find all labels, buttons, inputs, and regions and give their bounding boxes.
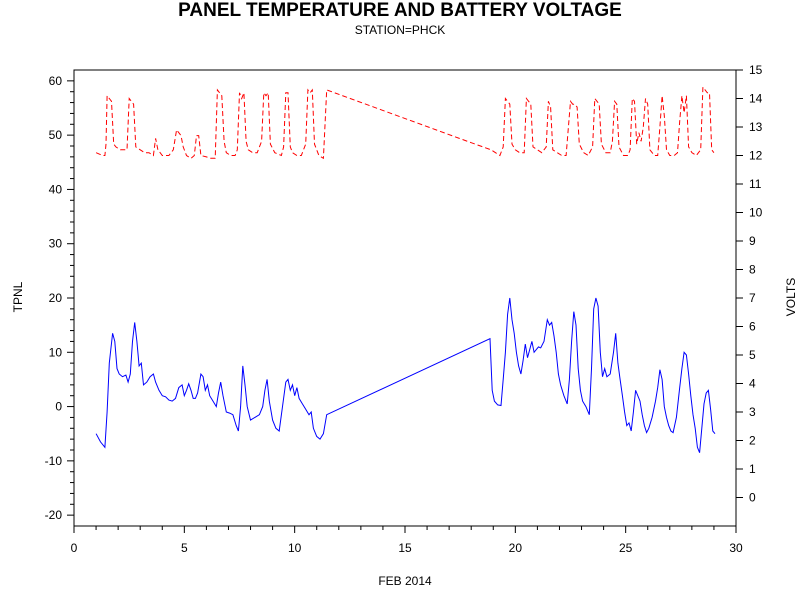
y-left-tick-label: -10: [45, 454, 63, 468]
y-right-tick-label: 1: [749, 462, 756, 476]
y-axis-label-left: TPNL: [11, 281, 25, 312]
x-tick-label: 30: [729, 541, 743, 555]
y-right-tick-label: 3: [749, 405, 756, 419]
y-left-tick-label: 60: [49, 74, 63, 88]
y-right-tick-label: 9: [749, 234, 756, 248]
y-right-tick-label: 10: [749, 206, 763, 220]
y-left-tick-label: 10: [49, 345, 63, 359]
y-right-tick-label: 0: [749, 491, 756, 505]
plot-frame: [73, 69, 737, 527]
y-right-tick-label: 7: [749, 291, 756, 305]
x-tick-label: 20: [509, 541, 523, 555]
y-left-tick-label: 40: [49, 182, 63, 196]
chart-title: PANEL TEMPERATURE AND BATTERY VOLTAGE: [178, 0, 622, 21]
chart-subtitle: STATION=PHCK: [354, 23, 446, 37]
x-tick-label: 5: [181, 541, 188, 555]
y-right-tick-label: 5: [749, 348, 756, 362]
y-left-tick-label: 0: [55, 400, 62, 414]
y-right-tick-label: 13: [749, 120, 763, 134]
voltage-series-line: [95, 85, 715, 160]
y-right-tick-label: 14: [749, 92, 763, 106]
plot-area: 0 5 10 15 20 25 30-20-100102030405060012345678…: [45, 63, 763, 555]
y-right-tick-label: 8: [749, 263, 756, 277]
y-right-tick-label: 15: [749, 63, 763, 77]
temperature-series-line: [95, 297, 716, 453]
y-left-tick-label: -20: [45, 508, 63, 522]
y-right-tick-label: 11: [749, 177, 762, 191]
x-tick-label: 10: [288, 541, 302, 555]
y-right-tick-label: 2: [749, 434, 756, 448]
x-axis-label: FEB 2014: [378, 574, 432, 588]
y-left-tick-label: 20: [49, 291, 63, 305]
y-right-tick-label: 12: [749, 149, 763, 163]
x-tick-label: 15: [398, 541, 412, 555]
y-right-tick-label: 6: [749, 320, 756, 334]
y-axis-label-right: VOLTS: [784, 278, 798, 316]
y-left-tick-label: 50: [49, 128, 63, 142]
x-tick-label: 0: [71, 541, 78, 555]
x-tick-label: 25: [619, 541, 633, 555]
y-left-tick-label: 30: [49, 237, 63, 251]
y-right-tick-label: 4: [749, 377, 756, 391]
